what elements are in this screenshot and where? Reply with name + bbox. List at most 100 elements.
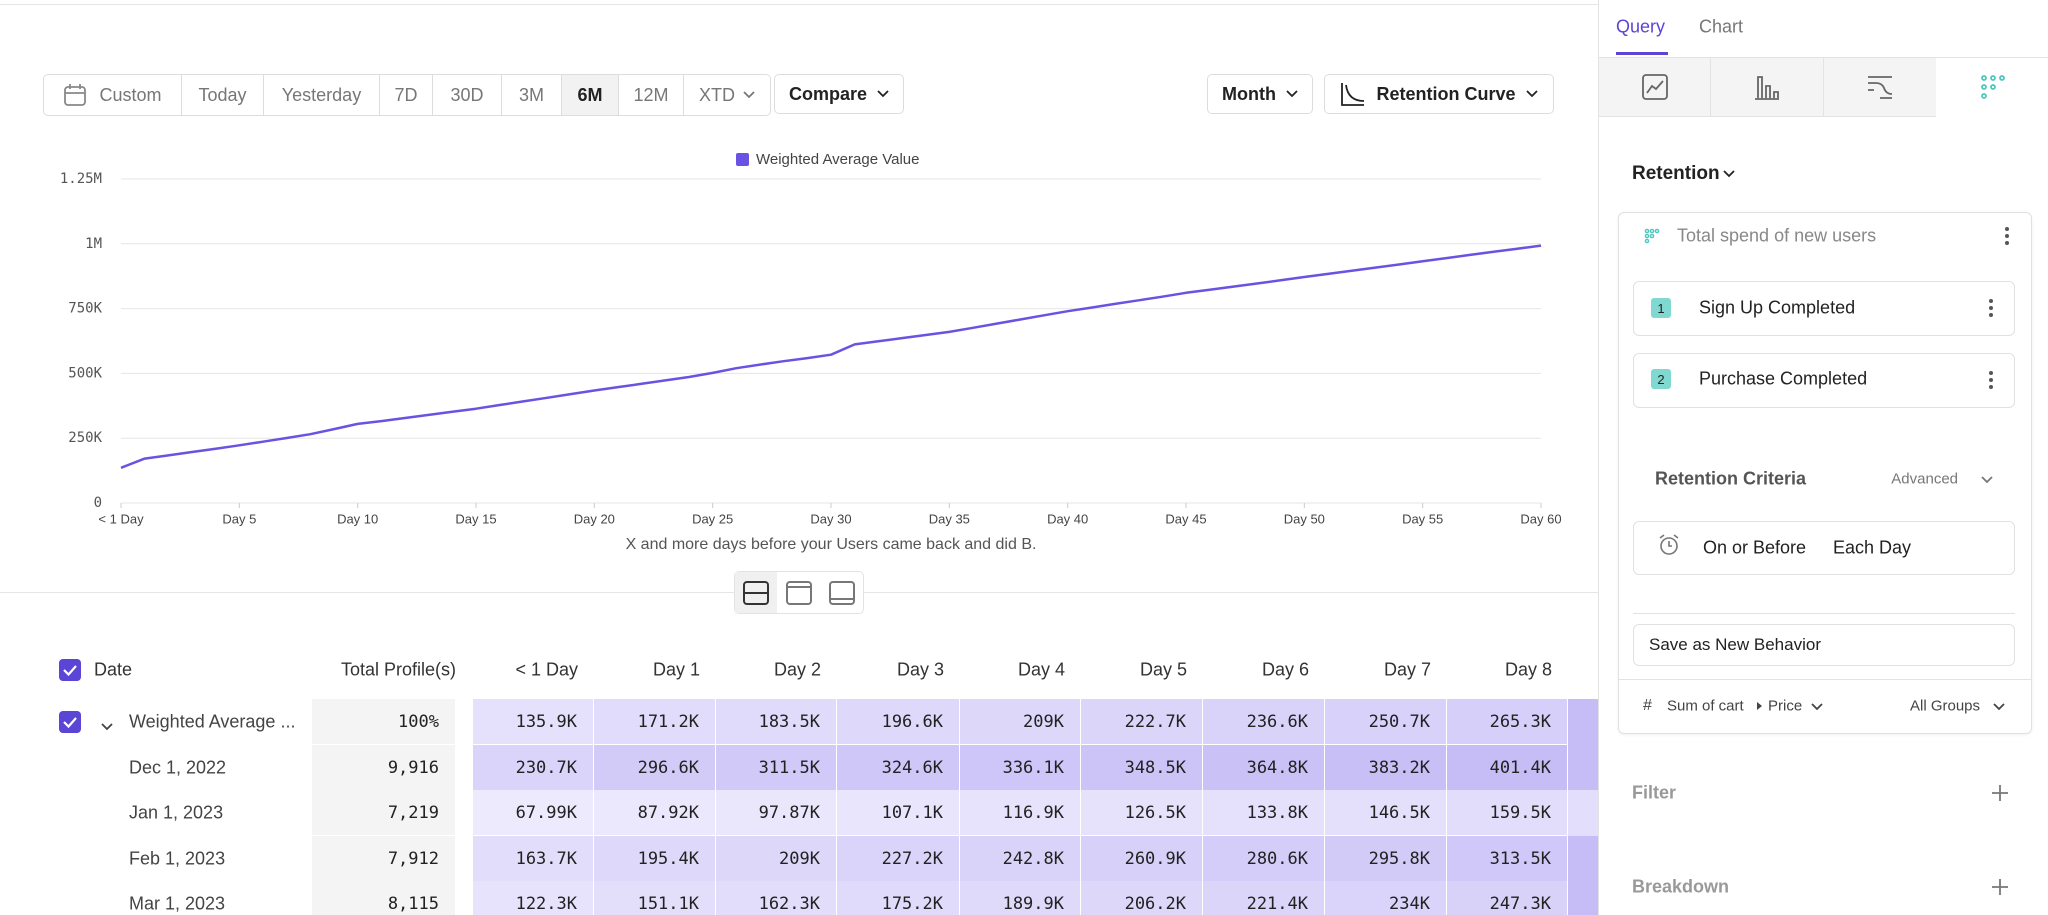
x-tick-label: Day 5 bbox=[222, 511, 256, 526]
y-tick-label: 750K bbox=[68, 301, 102, 317]
filter-label[interactable]: Filter bbox=[1632, 782, 1677, 803]
chevron bbox=[1811, 703, 1823, 711]
step-card[interactable] bbox=[1633, 353, 2015, 408]
x-tick-label: Day 55 bbox=[1402, 511, 1443, 526]
checkbox[interactable] bbox=[59, 710, 81, 733]
icon bbox=[1754, 76, 1779, 100]
type-flows[interactable] bbox=[1824, 58, 1936, 116]
metric-name[interactable]: Total spend of new users bbox=[1677, 225, 1877, 246]
calendar-icon bbox=[64, 84, 87, 106]
table: Date Total Profile(s) < 1 Day Day 1 Day 2 Day… bbox=[0, 600, 1598, 915]
view-table[interactable] bbox=[820, 572, 863, 613]
tab-underline bbox=[1616, 52, 1668, 55]
y-tick-label: 250K bbox=[68, 430, 102, 446]
range-label: 7D bbox=[394, 84, 418, 105]
y-tick-label: 1.25M bbox=[60, 171, 102, 187]
x-axis-title: X and more days before your Users came b… bbox=[626, 536, 1037, 553]
save-box[interactable] bbox=[1633, 624, 2015, 666]
criteria-mode[interactable]: Advanced bbox=[1891, 470, 1958, 488]
checkbox[interactable] bbox=[59, 659, 81, 681]
table-cell: 383.2K bbox=[1325, 745, 1447, 791]
range-label: Yesterday bbox=[281, 84, 362, 105]
report-type[interactable]: Retention bbox=[1632, 163, 1720, 184]
table-cell: 151.1K bbox=[594, 881, 716, 915]
step-card[interactable] bbox=[1633, 281, 2015, 336]
range-button[interactable]: Custom bbox=[44, 75, 182, 115]
interval-button[interactable]: Month bbox=[1207, 74, 1313, 114]
x-tick-label: Day 45 bbox=[1165, 511, 1206, 526]
save-label[interactable]: Save as New Behavior bbox=[1649, 635, 1821, 654]
step-label: Purchase Completed bbox=[1699, 368, 1868, 389]
range-button[interactable]: 7D bbox=[380, 75, 433, 115]
table-cell: 401.4K bbox=[1447, 745, 1568, 791]
range-label: 30D bbox=[450, 84, 484, 105]
x-tick-label: Day 15 bbox=[455, 511, 496, 526]
range-button[interactable]: Yesterday bbox=[264, 75, 380, 115]
column-header: Day 2 bbox=[773, 659, 821, 680]
icon bbox=[1980, 75, 2005, 99]
table-cell: 336.1K bbox=[960, 745, 1081, 791]
table-cell: 221.4K bbox=[1203, 881, 1325, 915]
step-label: Sign Up Completed bbox=[1699, 297, 1856, 318]
chart-kind-button[interactable]: Retention Curve bbox=[1324, 74, 1554, 114]
cell-overflow bbox=[1568, 881, 1598, 915]
criteria-unit: Each Day bbox=[1833, 537, 1912, 558]
sidebar: Query Chart Retention Total spend of new… bbox=[1598, 0, 2048, 915]
y-tick-label: 0 bbox=[94, 495, 102, 511]
icon bbox=[785, 580, 812, 605]
table-cell: 295.8K bbox=[1325, 836, 1447, 882]
divider bbox=[0, 4, 1598, 5]
range-button[interactable]: XTD bbox=[684, 75, 770, 115]
table-cell: 162.3K bbox=[716, 881, 837, 915]
legend-label: Weighted Average Value bbox=[756, 151, 919, 168]
breakdown-label[interactable]: Breakdown bbox=[1632, 876, 1730, 897]
groups[interactable]: All Groups bbox=[1910, 697, 1981, 715]
chart: X and more days before your Users came b… bbox=[60, 151, 1562, 553]
range-label: 3M bbox=[518, 84, 544, 105]
view-split[interactable] bbox=[735, 572, 777, 613]
measure-event[interactable]: Sum of cart bbox=[1667, 697, 1744, 715]
criteria-title: Retention Criteria bbox=[1655, 468, 1807, 489]
range-label: 6M bbox=[577, 84, 603, 105]
range-button[interactable]: 12M bbox=[619, 75, 684, 115]
expand-chevron[interactable] bbox=[101, 718, 113, 730]
add-icon[interactable] bbox=[1992, 879, 2008, 895]
criteria-box[interactable] bbox=[1633, 521, 2015, 575]
x-tick-label: Day 30 bbox=[810, 511, 851, 526]
view-toggle bbox=[734, 571, 864, 614]
kebab[interactable] bbox=[1988, 370, 1994, 390]
type-insights[interactable] bbox=[1599, 58, 1712, 116]
table-cell: 222.7K bbox=[1081, 699, 1203, 745]
table-cell: 209K bbox=[716, 836, 837, 882]
add-icon[interactable] bbox=[1992, 785, 2008, 801]
tab[interactable]: Query bbox=[1616, 16, 1666, 37]
view-chart[interactable] bbox=[777, 572, 820, 613]
tab[interactable]: Chart bbox=[1699, 16, 1744, 37]
table-cell: 265.3K bbox=[1447, 699, 1568, 745]
column-header: Day 5 bbox=[1139, 659, 1187, 680]
range-label: XTD bbox=[699, 84, 735, 105]
kebab[interactable] bbox=[2004, 226, 2010, 246]
range-button[interactable]: Today bbox=[182, 75, 264, 115]
range-button[interactable]: 30D bbox=[433, 75, 502, 115]
type-retention[interactable] bbox=[1936, 57, 2048, 116]
range-button[interactable]: 3M bbox=[502, 75, 562, 115]
table-cell: 67.99K bbox=[473, 790, 594, 836]
divider bbox=[1619, 679, 2031, 680]
measure-property[interactable]: Price bbox=[1768, 697, 1803, 715]
range-button[interactable]: 6M bbox=[562, 75, 619, 115]
table-cell: 183.5K bbox=[716, 699, 837, 745]
cell-overflow bbox=[1568, 745, 1598, 792]
compare-button[interactable]: Compare bbox=[774, 74, 904, 114]
date-range-group: Custom Today Yesterday 7D 30D 3M 6M 12M … bbox=[43, 74, 771, 116]
step-badge: 1 bbox=[1651, 298, 1671, 318]
table-cell: 126.5K bbox=[1081, 790, 1203, 836]
table-cell: 87.92K bbox=[594, 790, 716, 836]
table-cell: 133.8K bbox=[1203, 790, 1325, 836]
kebab[interactable] bbox=[1988, 298, 1994, 318]
table-cell: 348.5K bbox=[1081, 745, 1203, 791]
type-funnels[interactable] bbox=[1711, 58, 1824, 116]
chart-type-row bbox=[1599, 57, 1936, 117]
divider bbox=[1633, 613, 2015, 614]
